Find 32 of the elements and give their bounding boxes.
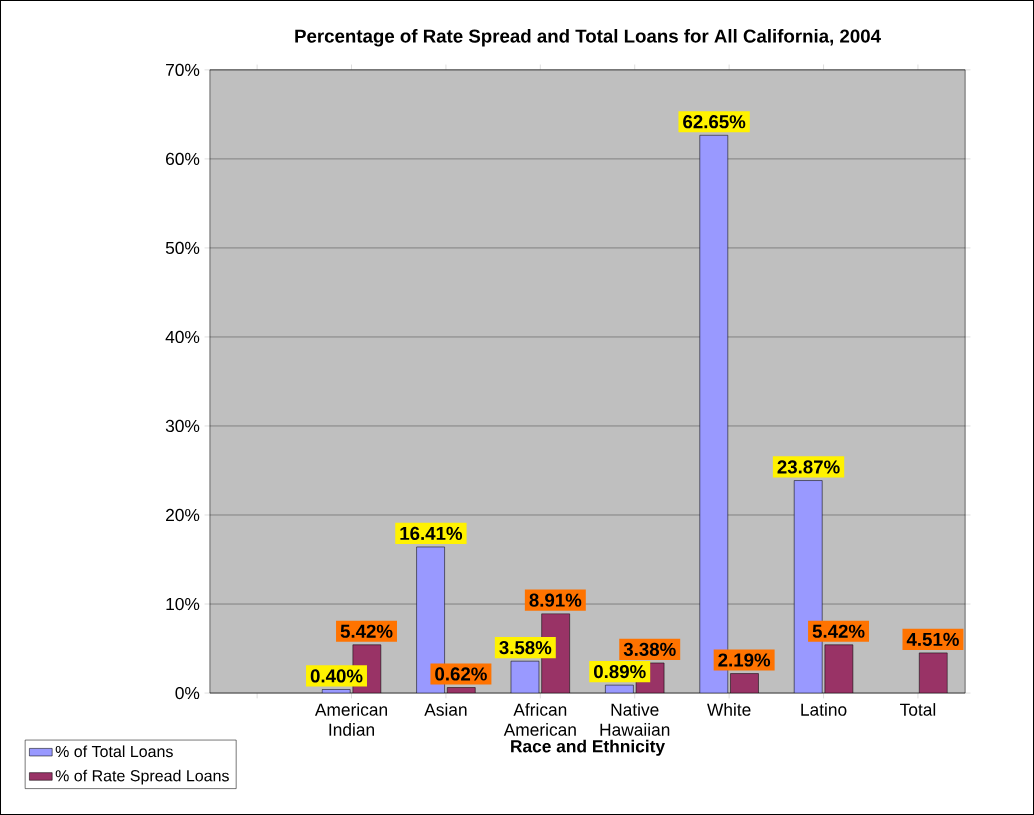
data-label: 3.58% <box>499 641 552 655</box>
x-tick-label: Native Hawaiian <box>600 703 670 736</box>
x-tick-label: American Indian <box>314 703 387 736</box>
y-tick-label: 10% <box>166 597 200 611</box>
x-tick-label: Latino <box>801 703 847 716</box>
data-label: 4.51% <box>906 632 959 646</box>
x-tick-label: White <box>707 703 751 716</box>
y-tick-label: 40% <box>165 330 200 344</box>
y-tick-label: 20% <box>166 508 200 522</box>
x-tick-label: Asian <box>424 703 467 716</box>
y-tick-label: 0% <box>175 686 200 700</box>
data-label: 0.89% <box>593 664 646 679</box>
x-tick-label: African American <box>503 703 576 736</box>
data-label: 0.40% <box>310 669 363 683</box>
data-label: 62.65% <box>683 115 746 129</box>
data-label: 23.87% <box>777 460 840 474</box>
legend-label: % of Total Loans <box>55 745 173 758</box>
data-label: 8.91% <box>529 593 582 607</box>
data-label: 2.19% <box>718 653 771 667</box>
x-axis-title: Race and Ethnicity <box>511 739 665 756</box>
data-label: 0.62% <box>435 667 487 681</box>
data-label: 5.42% <box>340 624 393 638</box>
y-tick-label: 60% <box>166 152 200 166</box>
x-tick-label: Total <box>900 703 936 716</box>
data-label: 16.41% <box>400 526 463 541</box>
chart-title: Percentage of Rate Spread and Total Loans for All California, 2004 <box>295 29 881 47</box>
y-tick-label: 70% <box>166 63 200 77</box>
legend-label: % of Rate Spread Loans <box>55 769 229 785</box>
data-label: 3.38% <box>623 642 676 657</box>
data-label: 5.42% <box>812 624 865 638</box>
y-tick-label: 30% <box>165 419 200 433</box>
y-tick-label: 50% <box>165 241 200 255</box>
